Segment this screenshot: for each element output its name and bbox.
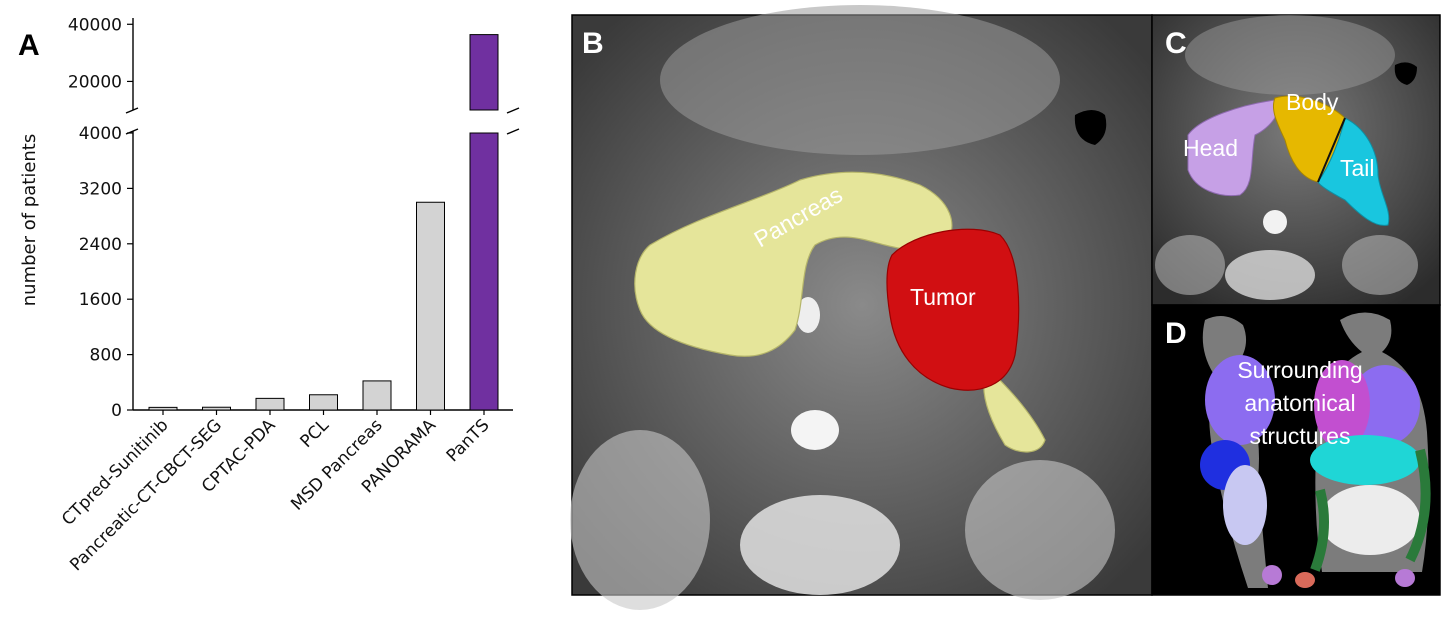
y-tick-label: 2400 — [79, 235, 122, 255]
tumor-label: Tumor — [910, 284, 976, 310]
ct-kidney-right — [965, 460, 1115, 600]
ct-kidney-right — [1342, 235, 1418, 295]
pancreas-tail-segment — [1317, 117, 1390, 226]
ct-air-pocket — [1074, 110, 1107, 145]
ct-aorta — [791, 410, 839, 450]
ct-stomach-shape — [660, 5, 1060, 155]
body-tail-boundary — [1317, 117, 1346, 183]
body-label: Body — [1286, 89, 1339, 115]
bar-chart: A number of patients 0 800 1600 2400 3200 400… — [18, 15, 520, 575]
ct-stomach-shape — [1185, 15, 1395, 95]
pancreas-head-segment — [1187, 99, 1279, 197]
bar — [469, 132, 499, 411]
panel-label-b: B — [582, 27, 604, 60]
bar — [362, 380, 392, 411]
x-tick-label: PCL — [297, 415, 334, 452]
ct-image-panel-c: C Body Head Tail — [1151, 14, 1441, 306]
heart-segmentation — [1314, 360, 1370, 450]
intestine-segmentation-front — [1320, 485, 1420, 555]
y-tick-label: 800 — [90, 346, 122, 366]
x-tick-label: MSD Pancreas — [287, 415, 386, 514]
tumor-segmentation — [886, 228, 1020, 391]
ct-vertebra — [740, 495, 900, 595]
axis-break-mark — [506, 128, 520, 135]
panel-label-d: D — [1165, 317, 1187, 350]
ct-kidney-left — [570, 430, 710, 610]
axis-break-mark — [125, 107, 139, 114]
tail-label: Tail — [1340, 155, 1375, 181]
surrounding-label-line-1: Surrounding — [1237, 357, 1362, 383]
lung-segmentation — [1350, 365, 1420, 445]
ct-image-panel-b: B Pancreas Tumor — [570, 5, 1153, 610]
y-tick-label: 1600 — [79, 290, 122, 310]
y-axis-title: number of patients — [19, 134, 40, 306]
bar — [148, 406, 178, 411]
colon-segmentation — [1310, 448, 1431, 572]
ct-image-panel-d: D Surrounding anatomical structures — [1151, 304, 1441, 596]
ct-vessel — [796, 297, 820, 333]
pelvic-organ-segmentation — [1295, 572, 1315, 588]
axis-break-mark — [506, 107, 520, 114]
x-tick-label: PanTS — [443, 415, 494, 466]
liver-segmentation-front — [1310, 435, 1420, 485]
surrounding-label-line-2: anatomical — [1244, 390, 1355, 416]
ct-aorta — [1263, 210, 1287, 234]
panel-label-a: A — [18, 29, 40, 62]
bar — [309, 394, 338, 411]
surrounding-label-line-3: structures — [1250, 423, 1351, 449]
ct-air-pocket — [1394, 62, 1417, 85]
bar — [416, 201, 445, 411]
y-tick-label: 4000 — [79, 124, 122, 144]
y-tick-label: 3200 — [79, 179, 122, 199]
bladder-segmentation — [1395, 569, 1415, 587]
intestine-segmentation — [1223, 465, 1267, 545]
head-label: Head — [1183, 135, 1238, 161]
bar — [202, 406, 231, 411]
bar — [255, 397, 285, 411]
lung-segmentation — [1205, 355, 1275, 445]
pancreas-tail-segment — [983, 369, 1046, 453]
ct-vertebra — [1225, 250, 1315, 300]
pancreas-segmentation — [634, 171, 953, 357]
y-tick-label: 20000 — [68, 72, 122, 92]
y-tick-label: 0 — [111, 401, 122, 421]
bladder-segmentation — [1262, 565, 1282, 585]
panel-label-c: C — [1165, 27, 1187, 60]
y-tick-label: 40000 — [68, 15, 122, 35]
ct-kidney-left — [1155, 235, 1225, 295]
bar-upper-segment — [469, 34, 499, 111]
